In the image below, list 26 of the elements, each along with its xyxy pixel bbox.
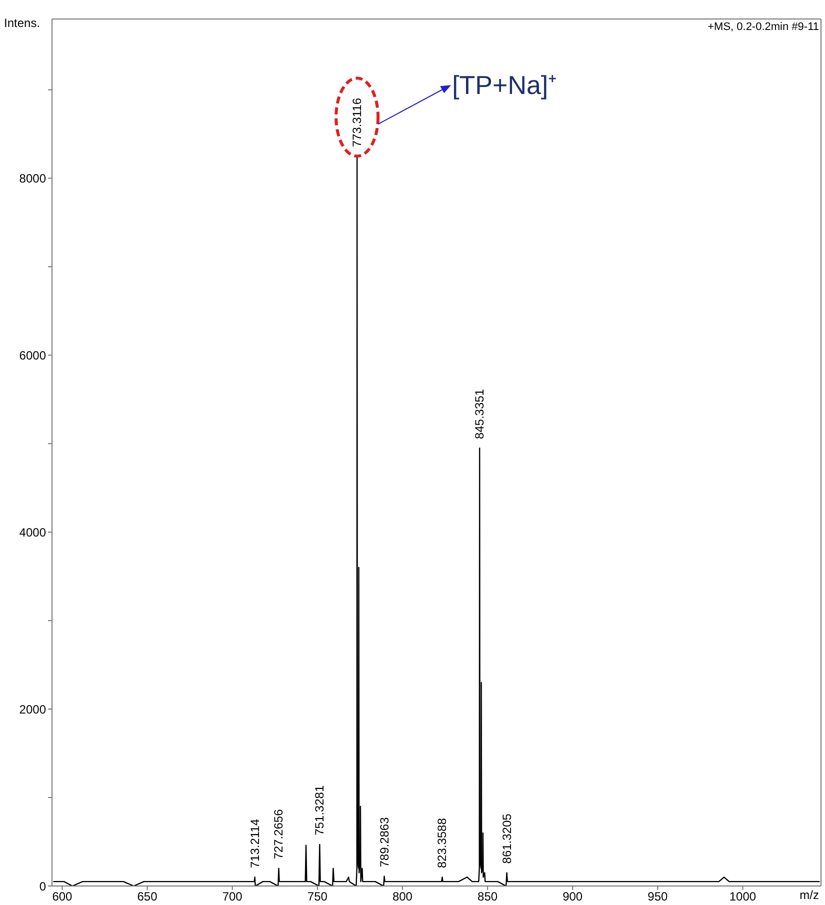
annotation: +MS, 0.2-0.2min #9-11: [708, 21, 819, 33]
annotation: 773.3116: [350, 98, 364, 148]
x-tick-label: 950: [648, 890, 668, 904]
y-tick-label: 0: [39, 879, 46, 894]
x-tick-label: 850: [478, 890, 498, 904]
x-tick-label: 650: [137, 890, 158, 904]
annotation: 861.3205: [500, 813, 514, 864]
annotation: [TP+Na]⁺: [452, 70, 558, 100]
x-tick-label: 800: [392, 890, 413, 904]
annotation: 713.2114: [248, 818, 262, 868]
x-tick-label: 600: [52, 890, 73, 904]
x-tick-label: 1000: [729, 890, 756, 904]
x-tick-label: 900: [562, 890, 583, 904]
x-tick-label: 700: [222, 890, 243, 904]
x-tick-label: 750: [307, 890, 328, 904]
y-tick-label: 4000: [19, 525, 46, 540]
annotation: 727.2656: [272, 808, 286, 860]
y-tick-label: 2000: [19, 702, 46, 716]
annotation: 823.3588: [435, 818, 450, 868]
y-tick-label: 8000: [19, 172, 46, 186]
x-axis-title: m/z: [800, 888, 819, 902]
annotation: 751.3281: [312, 785, 327, 836]
annotation: 845.3351: [472, 388, 487, 440]
y-axis-title: Intens.: [4, 16, 40, 30]
y-tick-label: 6000: [19, 348, 46, 362]
annotation: 789.2863: [377, 816, 392, 868]
